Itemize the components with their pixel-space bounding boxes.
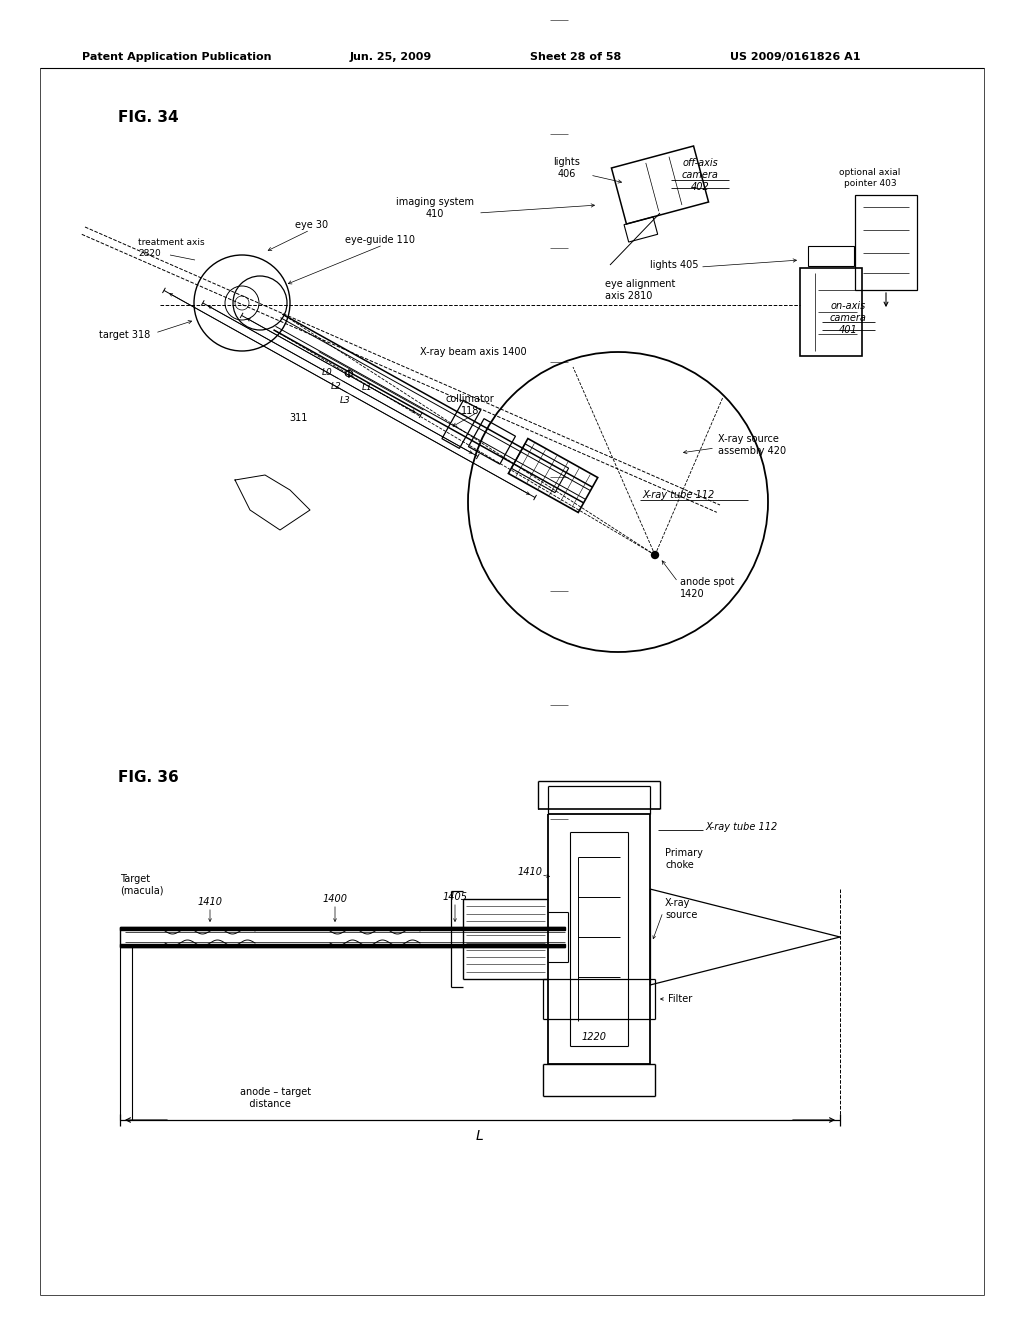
Circle shape (651, 552, 658, 558)
Text: FIG. 36: FIG. 36 (118, 770, 179, 784)
Text: 1400: 1400 (323, 894, 347, 904)
Polygon shape (120, 944, 565, 946)
Text: lights
406: lights 406 (554, 157, 581, 178)
Text: L1: L1 (361, 383, 373, 392)
Text: Φ: Φ (343, 368, 353, 381)
Text: X-ray tube 112: X-ray tube 112 (705, 822, 777, 832)
Text: imaging system
410: imaging system 410 (396, 197, 474, 219)
Text: X-ray
source: X-ray source (665, 898, 697, 920)
Text: L3: L3 (340, 396, 351, 405)
Text: X-ray source
assembly 420: X-ray source assembly 420 (718, 434, 786, 455)
Text: collimator
118: collimator 118 (445, 395, 495, 416)
Text: L: L (476, 1129, 484, 1143)
Text: eye alignment
axis 2810: eye alignment axis 2810 (605, 280, 676, 301)
Text: Sheet 28 of 58: Sheet 28 of 58 (530, 51, 622, 62)
Text: anode – target
   distance: anode – target distance (240, 1088, 311, 1109)
Text: L2: L2 (331, 383, 342, 391)
Text: X-ray tube 112: X-ray tube 112 (642, 490, 715, 500)
Text: Jun. 25, 2009: Jun. 25, 2009 (350, 51, 432, 62)
Text: 1410: 1410 (518, 867, 543, 876)
Polygon shape (120, 927, 565, 931)
Text: lights 405: lights 405 (650, 260, 698, 271)
Text: X-ray beam axis 1400: X-ray beam axis 1400 (420, 347, 526, 356)
Text: eye 30: eye 30 (295, 220, 328, 230)
Text: Filter: Filter (668, 994, 692, 1005)
Text: 311: 311 (289, 413, 307, 422)
Text: L0: L0 (322, 368, 333, 376)
Text: FIG. 34: FIG. 34 (118, 111, 178, 125)
Text: 1220: 1220 (582, 1032, 606, 1041)
Text: on-axis
camera
401: on-axis camera 401 (829, 301, 866, 334)
Text: target 318: target 318 (98, 330, 150, 341)
Text: US 2009/0161826 A1: US 2009/0161826 A1 (730, 51, 860, 62)
Text: Primary
choke: Primary choke (665, 849, 702, 870)
Text: 1405: 1405 (442, 892, 468, 902)
Text: Target
(macula): Target (macula) (120, 874, 164, 896)
Text: optional axial
pointer 403: optional axial pointer 403 (840, 168, 901, 187)
Text: Patent Application Publication: Patent Application Publication (82, 51, 271, 62)
Text: treatment axis
2820: treatment axis 2820 (138, 239, 205, 257)
Text: 1410: 1410 (198, 898, 222, 907)
Text: eye-guide 110: eye-guide 110 (345, 235, 415, 246)
Text: off-axis
camera
402: off-axis camera 402 (682, 158, 719, 191)
Text: anode spot
1420: anode spot 1420 (680, 577, 734, 599)
